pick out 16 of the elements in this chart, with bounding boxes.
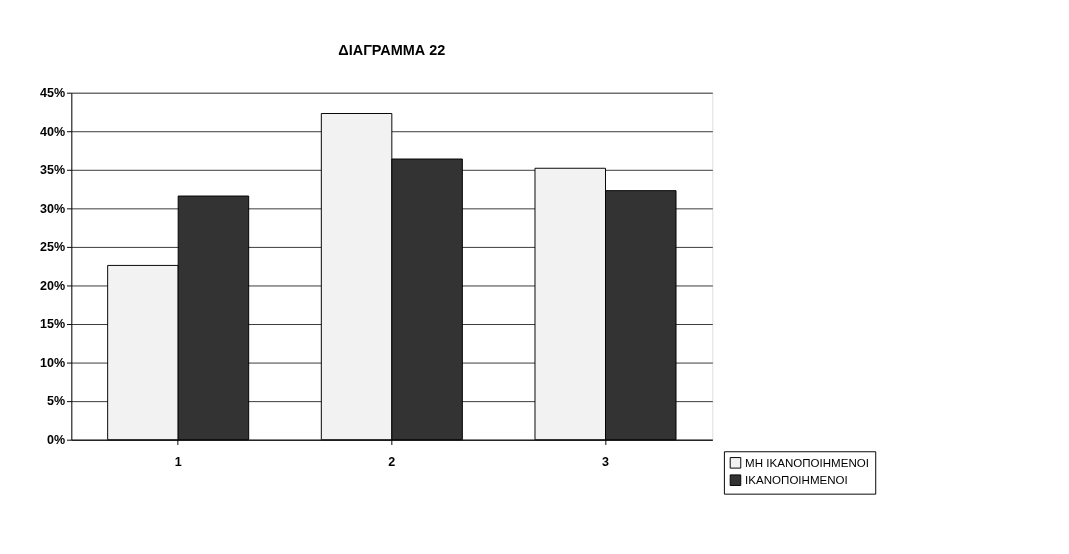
- y-tick-label: 20%: [40, 278, 66, 293]
- legend-label: ΙΚΑΝΟΠΟΙΗΜΕΝΟΙ: [745, 474, 848, 487]
- y-tick-label: 45%: [40, 86, 66, 101]
- y-tick-label: 40%: [40, 124, 66, 139]
- chart-title: ΔΙΑΓΡΑΜΜΑ 22: [338, 42, 446, 59]
- x-tick-label: 1: [174, 455, 182, 470]
- y-tick-label: 15%: [40, 317, 66, 332]
- x-tick-label: 3: [602, 455, 610, 470]
- x-tick-label: 2: [388, 455, 396, 470]
- legend-label: ΜΗ ΙΚΑΝΟΠΟΙΗΜΕΝΟΙ: [745, 456, 869, 469]
- y-tick-label: 5%: [46, 394, 66, 409]
- y-tick-label: 10%: [40, 355, 66, 370]
- y-tick-label: 35%: [40, 163, 66, 178]
- y-tick-label: 30%: [40, 201, 66, 216]
- y-tick-label: 0%: [46, 433, 66, 448]
- y-tick-label: 25%: [40, 240, 66, 255]
